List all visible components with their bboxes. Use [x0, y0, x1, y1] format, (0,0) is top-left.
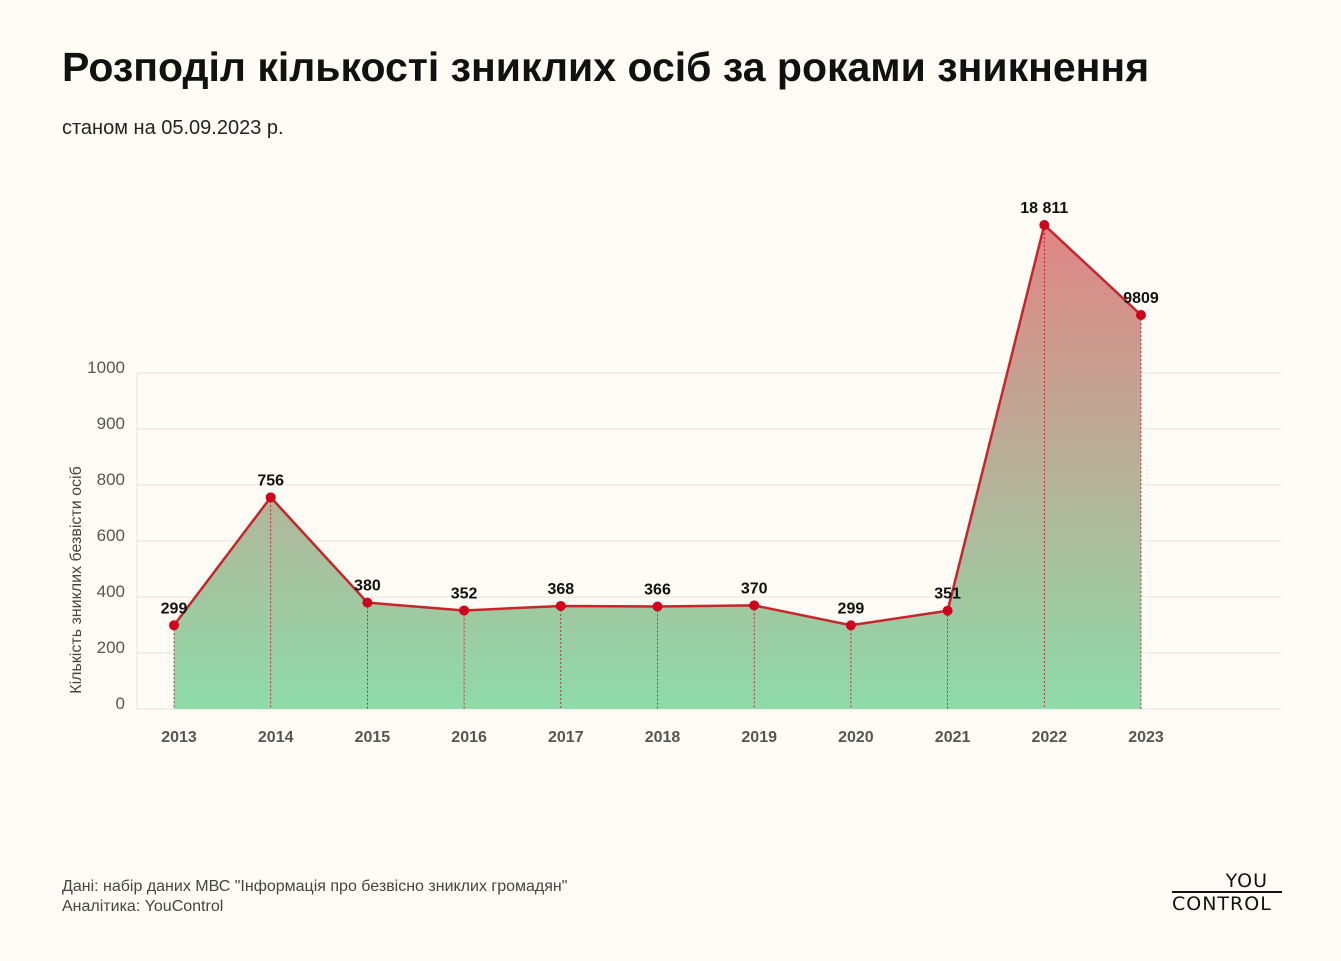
x-tick-label: 2017 [548, 729, 584, 746]
x-tick-label: 2021 [935, 729, 971, 746]
y-axis-label: Кількість зниклих безвісти осіб [68, 466, 85, 693]
data-label: 370 [741, 580, 768, 597]
source-data: Дані: набір даних МВС "Інформація про бе… [62, 878, 568, 895]
data-label: 299 [161, 600, 188, 617]
x-tick-label: 2014 [258, 729, 294, 746]
data-point [942, 605, 953, 616]
data-point [749, 600, 760, 611]
youcontrol-logo: YOU CONTROL [1170, 870, 1284, 916]
y-tick-label: 900 [97, 414, 125, 433]
x-tick-label: 2020 [838, 729, 874, 746]
x-tick-label: 2022 [1032, 729, 1068, 746]
data-point [1136, 310, 1146, 320]
data-point [169, 620, 179, 631]
data-label: 351 [934, 586, 961, 603]
data-label: 380 [354, 578, 381, 595]
data-label: 299 [838, 600, 865, 617]
x-tick-label: 2013 [161, 729, 197, 746]
chart-title: Розподіл кількості зниклих осіб за рокам… [62, 44, 1150, 90]
y-tick-label: 0 [116, 694, 125, 713]
x-tick-label: 2019 [741, 729, 777, 746]
data-label: 9809 [1123, 290, 1159, 307]
source-analytics: Аналітика: YouControl [62, 898, 224, 915]
y-tick-label: 600 [97, 526, 125, 545]
y-tick-label: 400 [97, 582, 125, 601]
x-tick-label: 2015 [355, 729, 391, 746]
y-tick-label: 200 [97, 638, 125, 657]
x-tick-label: 2016 [451, 729, 487, 746]
data-label: 368 [547, 581, 574, 598]
x-tick-label: 2018 [645, 729, 681, 746]
data-point [459, 605, 470, 616]
source-note: Дані: набір даних МВС "Інформація про бе… [62, 877, 567, 917]
data-point [555, 600, 566, 611]
y-tick-label: 1000 [87, 358, 125, 377]
data-label: 366 [644, 582, 671, 599]
data-label: 352 [451, 585, 478, 602]
data-label: 756 [257, 472, 284, 489]
data-point [265, 492, 276, 503]
y-tick-label: 800 [97, 470, 125, 489]
data-point [845, 620, 856, 631]
data-point [362, 597, 373, 608]
x-tick-label: 2023 [1128, 729, 1164, 746]
data-point [1039, 220, 1050, 230]
data-label: 18 811 [1020, 200, 1068, 217]
data-point [652, 601, 663, 612]
chart-subtitle: станом на 05.09.2023 р. [62, 117, 284, 139]
